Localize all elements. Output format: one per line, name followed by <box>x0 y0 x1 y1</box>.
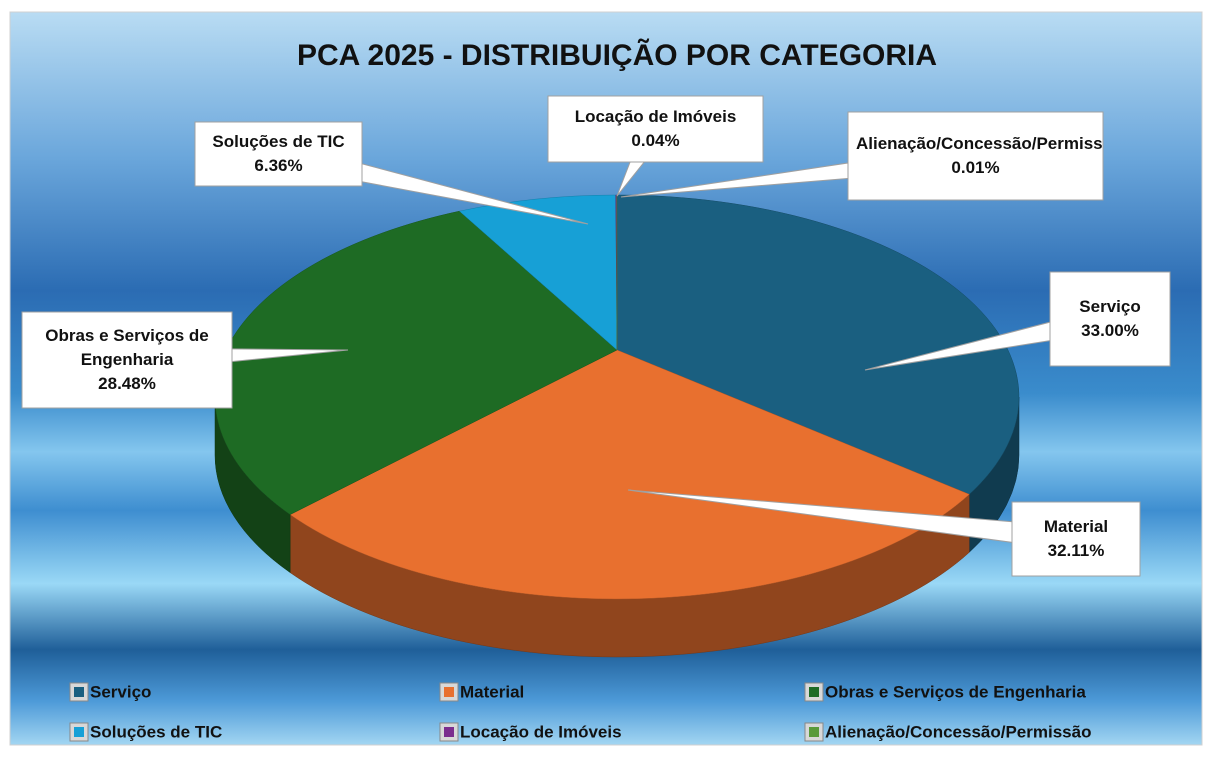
legend-label: Alienação/Concessão/Permissão <box>825 722 1091 741</box>
data-label: 0.04% <box>631 131 680 150</box>
data-label-name: Alienação/Concessão/Permissão <box>856 134 1103 153</box>
callout-text: Soluções de TIC 6.36% <box>195 122 362 186</box>
legend-item: Alienação/Concessão/Permissão <box>804 722 1091 742</box>
data-label-name: Locação de Imóveis <box>574 107 737 126</box>
callout-content: Serviço 33.00% <box>1050 272 1170 366</box>
legend-swatch <box>74 687 84 697</box>
callout-content: Soluções de TIC 6.36% <box>195 122 362 186</box>
legend-swatch <box>74 727 84 737</box>
legend-swatch <box>444 727 454 737</box>
callout-box <box>1011 501 1141 577</box>
callouts: Serviço 33.00% Material 32.11% Obras e Servi… <box>21 95 1171 577</box>
legend-item: Obras e Serviços de Engenharia <box>804 682 1086 702</box>
data-label: 28.48% <box>98 374 156 393</box>
slice <box>458 194 618 351</box>
data-label-name: Material <box>1043 517 1109 536</box>
slice <box>289 349 970 658</box>
slice-top <box>289 349 970 600</box>
callout-content: Alienação/Concessão/Permissão 0.01% <box>848 112 1103 200</box>
legend-label: Material <box>460 682 524 701</box>
callout-text: Locação de Imóveis 0.04% <box>548 96 763 162</box>
legend-label: Soluções de TIC <box>90 722 222 741</box>
callout-box <box>1049 271 1171 367</box>
callout-box <box>194 121 363 187</box>
data-label: 6.36% <box>254 156 303 175</box>
callout-box <box>21 311 233 409</box>
legend-swatch <box>809 687 819 697</box>
legend-item: Locação de Imóveis <box>439 722 622 742</box>
data-label: 0.01% <box>951 158 1000 177</box>
legend: Serviço Material Obras e Serviços de Engen… <box>69 682 1091 742</box>
callout-text: Material 32.11% <box>1012 502 1140 576</box>
data-label-name: Obras e Serviços de Engenharia <box>45 326 209 369</box>
callout-text: Obras e Serviços de Engenharia 28.48% <box>22 312 232 408</box>
legend-item: Soluções de TIC <box>69 722 222 742</box>
data-label-name: Soluções de TIC <box>212 132 345 151</box>
callout-box <box>847 111 1104 201</box>
legend-item: Serviço <box>69 682 151 702</box>
data-label-name: Serviço <box>1079 297 1141 316</box>
legend-label: Obras e Serviços de Engenharia <box>825 682 1086 701</box>
pie <box>214 194 1020 658</box>
chart-title: PCA 2025 - DISTRIBUIÇÃO POR CATEGORIA <box>297 38 937 72</box>
data-label: 32.11% <box>1047 541 1105 560</box>
legend-item: Material <box>439 682 524 702</box>
legend-label: Serviço <box>90 682 151 701</box>
data-label: 33.00% <box>1081 321 1139 340</box>
callout-content: Material 32.11% <box>1012 502 1140 576</box>
callout-text: Alienação/Concessão/Permissão 0.01% <box>848 112 1103 200</box>
callout-box <box>547 95 764 163</box>
callout-text: Serviço 33.00% <box>1050 272 1170 366</box>
slice-top <box>458 194 618 351</box>
slice-top <box>616 194 1020 495</box>
legend-swatch <box>444 687 454 697</box>
callout-content: Obras e Serviços de Engenharia 28.48% <box>22 312 232 408</box>
legend-swatch <box>809 727 819 737</box>
legend-label: Locação de Imóveis <box>460 722 622 741</box>
callout-content: Locação de Imóveis 0.04% <box>548 96 763 162</box>
